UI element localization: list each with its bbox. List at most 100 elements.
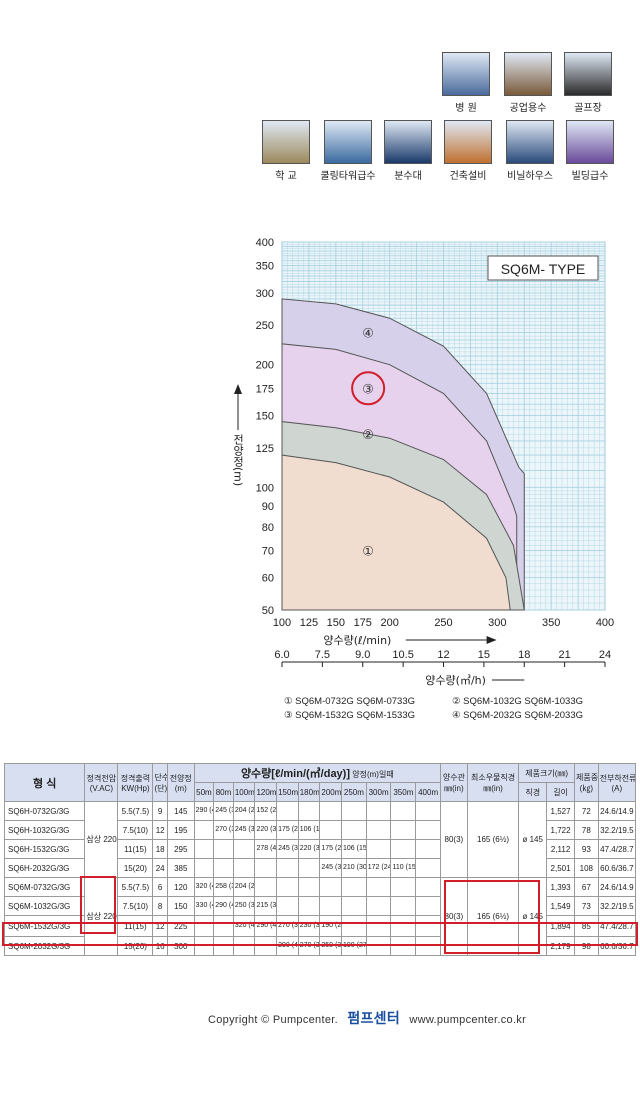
y-tick-label: 125: [256, 443, 274, 455]
header-flow: 양수량[ℓ/min/(㎥/day)] 양정(m)일때: [193, 763, 441, 783]
table-cell: 80(3): [439, 877, 468, 956]
app-building-facility: 건축설비: [439, 120, 497, 182]
y-tick-label: 90: [262, 501, 274, 513]
greenhouse-icon: [506, 120, 554, 164]
app-fountain: 분수대: [379, 120, 437, 182]
table-cell: [365, 839, 392, 859]
table-cell: 245 (353): [319, 858, 343, 878]
hospital-icon: [442, 52, 490, 96]
table-cell: [415, 877, 441, 897]
y-tick-label: 300: [256, 288, 274, 300]
table-cell: [297, 877, 321, 897]
table-cell: 330 (475): [193, 896, 215, 916]
table-cell: [390, 820, 417, 840]
cooling-tower-icon: [324, 120, 372, 164]
table-cell: [319, 896, 343, 916]
header-voltage: 정격전압 (V.AC): [84, 763, 119, 802]
header-pipe: 양수관 ㎜(in): [439, 763, 468, 802]
table-cell: [341, 820, 367, 840]
table-cell: 220 (317): [254, 820, 278, 840]
table-cell: [213, 936, 234, 956]
table-cell: 5.5(7.5): [117, 801, 154, 821]
y-tick-label: 80: [262, 522, 274, 534]
table-cell: SQ6H-0732G/3G: [3, 801, 86, 821]
table-cell: 12: [152, 820, 168, 840]
table-cell: [390, 839, 417, 859]
table-cell: 106 (153): [297, 820, 321, 840]
table-cell: [213, 915, 234, 937]
table-cell: 32.2/19.5: [597, 820, 637, 840]
table-cell: [319, 801, 343, 821]
table-cell: [297, 858, 321, 878]
app-greenhouse: 비닐하우스: [501, 120, 559, 182]
table-cell: 73: [573, 896, 599, 916]
table-cell: [365, 877, 392, 897]
table-cell: 72: [573, 801, 599, 821]
table-cell: 270 (389): [213, 820, 234, 840]
table-cell: 225: [166, 915, 195, 937]
table-cell: [341, 801, 367, 821]
app-industrial-water: 공업용수: [499, 52, 557, 114]
table-cell: 110 (159): [390, 858, 417, 878]
table-cell: 18: [152, 839, 168, 859]
table-cell: [193, 936, 215, 956]
table-cell: 12: [152, 915, 168, 937]
table-cell: 190 (274): [341, 936, 367, 956]
table-cell: 98: [573, 936, 599, 956]
secondary-tick-label: 24: [599, 649, 611, 661]
table-cell: 1,393: [546, 877, 575, 897]
y-tick-label: 70: [262, 545, 274, 557]
table-cell: SQ6M-1532G/3G: [3, 915, 86, 937]
table-cell: [390, 915, 417, 937]
table-cell: 320 (461): [232, 915, 256, 937]
table-cell: 320 (461): [193, 877, 215, 897]
flow-col: 350m: [390, 782, 417, 802]
x-tick-label: 100: [273, 617, 291, 629]
table-cell: 385: [166, 858, 195, 878]
table-cell: SQ6H-1532G/3G: [3, 839, 86, 859]
table-cell: 152 (219): [254, 801, 278, 821]
table-cell: 11(15): [117, 915, 154, 937]
table-cell: [365, 820, 392, 840]
skyscraper-icon: [566, 120, 614, 164]
website-url[interactable]: www.pumpcenter.co.kr: [409, 1014, 527, 1026]
table-cell: SQ6M-0732G/3G: [3, 877, 86, 897]
table-cell: [415, 820, 441, 840]
table-cell: 9: [152, 801, 168, 821]
table-cell: 290 (418): [254, 915, 278, 937]
table-cell: 1,894: [546, 915, 575, 937]
y-tick-label: 400: [256, 237, 274, 249]
copyright-text: Copyright © Pumpcenter.: [208, 1014, 338, 1026]
header-current: 전부하전류 (A): [597, 763, 637, 802]
x-tick-label: 400: [596, 617, 614, 629]
table-cell: 245 (353): [276, 839, 299, 859]
chart-title-box: [487, 255, 599, 281]
table-cell: 108: [573, 858, 599, 878]
header-stages: 단수(단): [152, 763, 168, 802]
table-cell: 2,501: [546, 858, 575, 878]
x-axis-arrow-head: [486, 636, 497, 644]
y-axis-arrow-head: [234, 384, 242, 394]
y-tick-label: 200: [256, 360, 274, 372]
table-cell: [193, 915, 215, 937]
table-cell: 165 (6½): [466, 801, 520, 878]
table-cell: 80(3): [439, 801, 468, 878]
table-cell: 165 (6½): [466, 877, 520, 956]
flow-col: 300m: [365, 782, 392, 802]
table-cell: ø 145: [518, 877, 548, 956]
table-cell: 60.6/36.7: [597, 858, 637, 878]
secondary-tick-label: 21: [559, 649, 571, 661]
table-cell: 1,722: [546, 820, 575, 840]
table-cell: 195: [166, 820, 195, 840]
table-cell: [390, 896, 417, 916]
secondary-tick-label: 15: [478, 649, 490, 661]
app-hospital: 병 원: [437, 52, 495, 114]
x-tick-label: 150: [327, 617, 345, 629]
building-facility-icon: [444, 120, 492, 164]
table-cell: 85: [573, 915, 599, 937]
region-label-1: ①: [362, 544, 374, 559]
